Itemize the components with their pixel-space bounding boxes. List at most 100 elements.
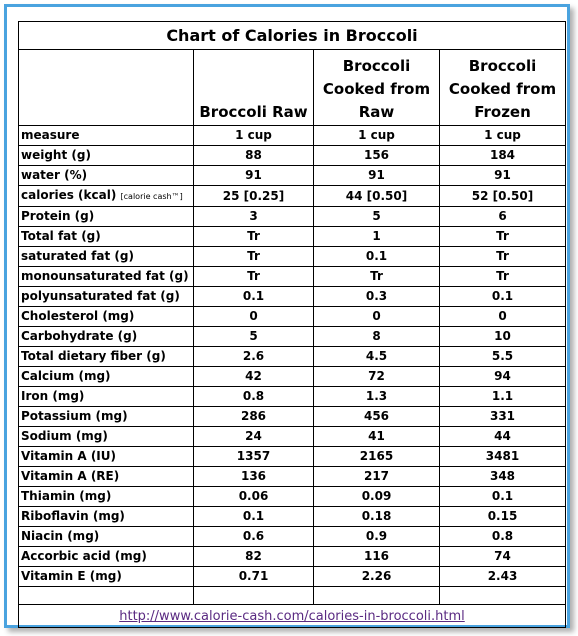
value-cell: 0 <box>439 306 566 327</box>
value-cell: 6 <box>439 206 566 227</box>
value-cell: 0.09 <box>313 486 440 507</box>
row-label: Iron (mg) <box>18 386 194 407</box>
row-label: Vitamin E (mg) <box>18 566 194 587</box>
row-label: Thiamin (mg) <box>18 486 194 507</box>
chart-title: Chart of Calories in Broccoli <box>18 21 566 50</box>
table-row: Cholesterol (mg) 0 0 0 <box>18 306 566 327</box>
value-cell: 0.06 <box>193 486 314 507</box>
row-label: polyunsaturated fat (g) <box>18 286 194 307</box>
value-cell: 0.9 <box>313 526 440 547</box>
row-label: Vitamin A (IU) <box>18 446 194 467</box>
table-row: Riboflavin (mg) 0.1 0.18 0.15 <box>18 506 566 527</box>
table-row: Sodium (mg) 24 41 44 <box>18 426 566 447</box>
table-row: Thiamin (mg) 0.06 0.09 0.1 <box>18 486 566 507</box>
row-label: Accorbic acid (mg) <box>18 546 194 567</box>
blank-cell <box>439 586 566 605</box>
value-cell: 74 <box>439 546 566 567</box>
table-row: Vitamin E (mg) 0.71 2.26 2.43 <box>18 566 566 587</box>
value-cell: 0.1 <box>439 286 566 307</box>
table-row: water (%) 91 91 91 <box>18 165 566 186</box>
value-cell: 0.6 <box>193 526 314 547</box>
table-row: calories (kcal) [calorie cash™] 25 [0.25]… <box>18 185 566 207</box>
value-cell: 348 <box>439 466 566 487</box>
table-row: Protein (g) 3 5 6 <box>18 206 566 227</box>
value-cell: 2.43 <box>439 566 566 587</box>
value-cell: Tr <box>193 266 314 287</box>
table-row: Calcium (mg) 42 72 94 <box>18 366 566 387</box>
value-cell: Tr <box>439 246 566 267</box>
row-label: Total dietary fiber (g) <box>18 346 194 367</box>
value-cell: 94 <box>439 366 566 387</box>
nutrition-table: Chart of Calories in Broccoli Broccoli R… <box>18 21 566 628</box>
table-row: Vitamin A (RE) 136 217 348 <box>18 466 566 487</box>
value-cell: 0 <box>193 306 314 327</box>
value-cell: 5 <box>313 206 440 227</box>
chart-frame: Chart of Calories in Broccoli Broccoli R… <box>4 4 570 628</box>
value-cell: 91 <box>193 165 314 186</box>
row-label: weight (g) <box>18 145 194 166</box>
value-cell: 0.1 <box>193 506 314 527</box>
value-cell: 25 [0.25] <box>193 185 314 207</box>
row-label: Cholesterol (mg) <box>18 306 194 327</box>
row-label: Carbohydrate (g) <box>18 326 194 347</box>
table-row: polyunsaturated fat (g) 0.1 0.3 0.1 <box>18 286 566 307</box>
value-cell: 1 <box>313 226 440 247</box>
value-cell: 24 <box>193 426 314 447</box>
value-cell: 42 <box>193 366 314 387</box>
table-row: Total fat (g) Tr 1 Tr <box>18 226 566 247</box>
table-row: Iron (mg) 0.8 1.3 1.1 <box>18 386 566 407</box>
value-cell: 2.26 <box>313 566 440 587</box>
row-label: measure <box>18 125 194 146</box>
value-cell: 44 <box>439 426 566 447</box>
calorie-cash-note: [calorie cash™] <box>120 192 183 201</box>
row-label: Protein (g) <box>18 206 194 227</box>
value-cell: 217 <box>313 466 440 487</box>
value-cell: 52 [0.50] <box>439 185 566 207</box>
row-label: calories (kcal) [calorie cash™] <box>18 185 194 207</box>
value-cell: Tr <box>193 246 314 267</box>
value-cell: 91 <box>313 165 440 186</box>
table-row: saturated fat (g) Tr 0.1 Tr <box>18 246 566 267</box>
value-cell: 0.18 <box>313 506 440 527</box>
value-cell: 0.1 <box>313 246 440 267</box>
value-cell: 82 <box>193 546 314 567</box>
column-header: Broccoli Raw <box>193 49 314 126</box>
value-cell: 1.3 <box>313 386 440 407</box>
value-cell: 72 <box>313 366 440 387</box>
source-link[interactable]: http://www.calorie-cash.com/calories-in-… <box>119 608 465 624</box>
table-row: measure 1 cup 1 cup 1 cup <box>18 125 566 146</box>
table-row: Accorbic acid (mg) 82 116 74 <box>18 546 566 567</box>
column-header: Broccoli Cooked from Raw <box>313 49 440 126</box>
value-cell: 0 <box>313 306 440 327</box>
row-label: Niacin (mg) <box>18 526 194 547</box>
table-row: monounsaturated fat (g) Tr Tr Tr <box>18 266 566 287</box>
row-label: Sodium (mg) <box>18 426 194 447</box>
value-cell: 1357 <box>193 446 314 467</box>
table-row: weight (g) 88 156 184 <box>18 145 566 166</box>
value-cell: 0.71 <box>193 566 314 587</box>
value-cell: 8 <box>313 326 440 347</box>
table-row: Vitamin A (IU) 1357 2165 3481 <box>18 446 566 467</box>
title-row: Chart of Calories in Broccoli <box>18 21 566 50</box>
row-label: water (%) <box>18 165 194 186</box>
table-row: Total dietary fiber (g) 2.6 4.5 5.5 <box>18 346 566 367</box>
value-cell: 41 <box>313 426 440 447</box>
table-row: Potassium (mg) 286 456 331 <box>18 406 566 427</box>
value-cell: 2165 <box>313 446 440 467</box>
row-label: Total fat (g) <box>18 226 194 247</box>
row-label: monounsaturated fat (g) <box>18 266 194 287</box>
value-cell: 0.8 <box>193 386 314 407</box>
value-cell: 0.1 <box>439 486 566 507</box>
value-cell: Tr <box>313 266 440 287</box>
value-cell: 2.6 <box>193 346 314 367</box>
value-cell: Tr <box>439 266 566 287</box>
value-cell: 1.1 <box>439 386 566 407</box>
value-cell: 5 <box>193 326 314 347</box>
value-cell: 1 cup <box>313 125 440 146</box>
value-cell: 0.8 <box>439 526 566 547</box>
value-cell: 136 <box>193 466 314 487</box>
table-row: Niacin (mg) 0.6 0.9 0.8 <box>18 526 566 547</box>
link-cell: http://www.calorie-cash.com/calories-in-… <box>18 604 566 628</box>
value-cell: 0.3 <box>313 286 440 307</box>
value-cell: 44 [0.50] <box>313 185 440 207</box>
